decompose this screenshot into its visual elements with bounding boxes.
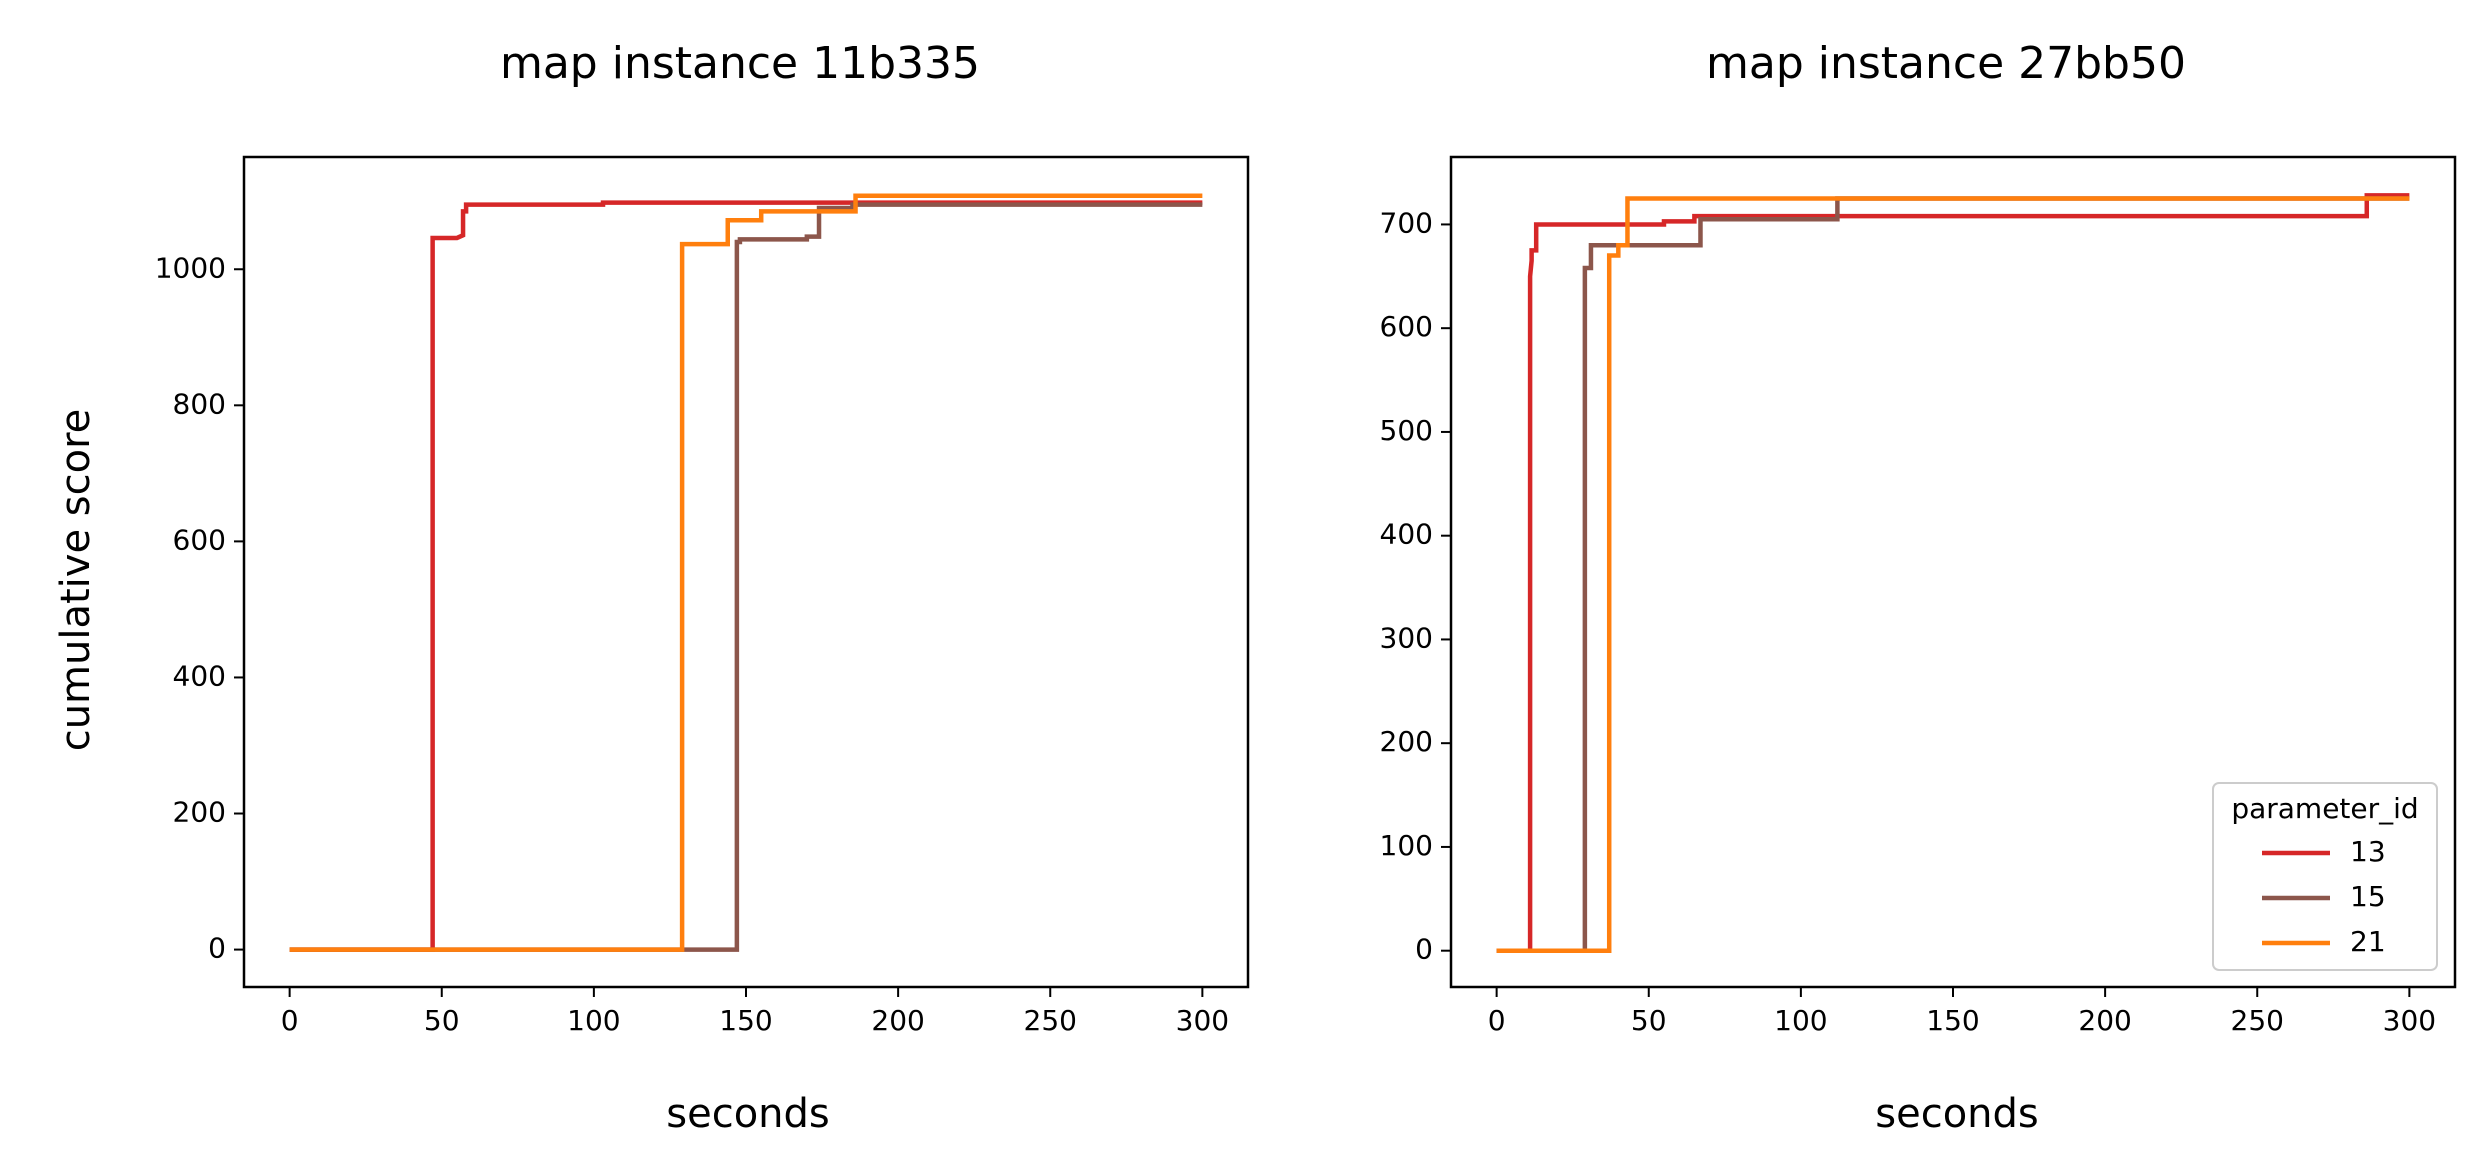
y-tick-label: 200 bbox=[1380, 725, 1433, 758]
y-tick-label: 300 bbox=[1380, 621, 1433, 654]
x-tick-label: 100 bbox=[567, 1004, 620, 1037]
legend-box bbox=[2212, 782, 2438, 971]
series-line-15 bbox=[289, 202, 1203, 952]
y-tick-label: 600 bbox=[1380, 310, 1433, 343]
y-tick-label: 100 bbox=[1380, 829, 1433, 862]
x-tick-label: 150 bbox=[719, 1004, 772, 1037]
x-tick-label: 150 bbox=[1926, 1004, 1979, 1037]
legend-label: 13 bbox=[2350, 835, 2386, 868]
x-tick-label: 200 bbox=[871, 1004, 924, 1037]
y-tick-label: 0 bbox=[208, 932, 226, 965]
ticks-layer: 0 50 100 150 200 250 300 0 100 200 300 400 500 600 700 bbox=[1380, 206, 2437, 1037]
series-line-13 bbox=[289, 200, 1203, 952]
series-line-15 bbox=[1496, 196, 2410, 953]
ticks-layer: 0 50 100 150 200 250 300 0 200 400 600 800 1000 bbox=[155, 251, 1229, 1037]
legend: parameter_id 13 15 21 bbox=[2212, 782, 2438, 971]
series-layer bbox=[1496, 193, 2410, 953]
x-axis-label: seconds bbox=[1875, 1091, 2039, 1137]
legend-entry-13: 13 bbox=[2262, 835, 2386, 868]
x-tick-label: 0 bbox=[281, 1004, 299, 1037]
chart-panel-left: map instance 11b335 0 50 100 150 200 250 300 0 2… bbox=[155, 38, 1250, 1137]
x-axis-label: seconds bbox=[666, 1091, 830, 1137]
x-tick-label: 200 bbox=[2078, 1004, 2131, 1037]
chart-panel-right: map instance 27bb50 0 50 100 150 200 250 300 0 1… bbox=[1380, 38, 2457, 1137]
x-tick-label: 300 bbox=[1176, 1004, 1229, 1037]
x-tick-label: 50 bbox=[1631, 1004, 1667, 1037]
y-tick-label: 800 bbox=[173, 387, 226, 420]
y-tick-label: 500 bbox=[1380, 414, 1433, 447]
y-tick-label: 1000 bbox=[155, 251, 226, 284]
legend-label: 15 bbox=[2350, 880, 2386, 913]
x-tick-label: 250 bbox=[2231, 1004, 2284, 1037]
legend-label: 21 bbox=[2350, 925, 2386, 958]
chart-title: map instance 11b335 bbox=[500, 38, 980, 89]
x-tick-label: 300 bbox=[2383, 1004, 2436, 1037]
y-tick-label: 600 bbox=[173, 523, 226, 556]
plot-frame bbox=[242, 155, 1250, 989]
legend-entries: 13 15 21 bbox=[2262, 835, 2386, 958]
y-tick-label: 0 bbox=[1415, 933, 1433, 966]
x-tick-label: 50 bbox=[424, 1004, 460, 1037]
legend-title: parameter_id bbox=[2231, 792, 2418, 825]
x-tick-label: 0 bbox=[1488, 1004, 1506, 1037]
y-tick-label: 400 bbox=[1380, 518, 1433, 551]
legend-entry-21: 21 bbox=[2262, 925, 2386, 958]
legend-entry-15: 15 bbox=[2262, 880, 2386, 913]
series-line-13 bbox=[1496, 193, 2410, 953]
series-layer bbox=[289, 193, 1203, 952]
x-tick-label: 250 bbox=[1024, 1004, 1077, 1037]
series-line-21 bbox=[289, 193, 1203, 952]
series-line-21 bbox=[1496, 196, 2410, 953]
chart-title: map instance 27bb50 bbox=[1706, 38, 2186, 89]
x-tick-label: 100 bbox=[1774, 1004, 1827, 1037]
y-tick-label: 700 bbox=[1380, 206, 1433, 239]
y-axis-label: cumulative score bbox=[53, 409, 99, 752]
y-tick-label: 200 bbox=[173, 796, 226, 829]
y-tick-label: 400 bbox=[173, 659, 226, 692]
plot-frame bbox=[1449, 155, 2457, 989]
